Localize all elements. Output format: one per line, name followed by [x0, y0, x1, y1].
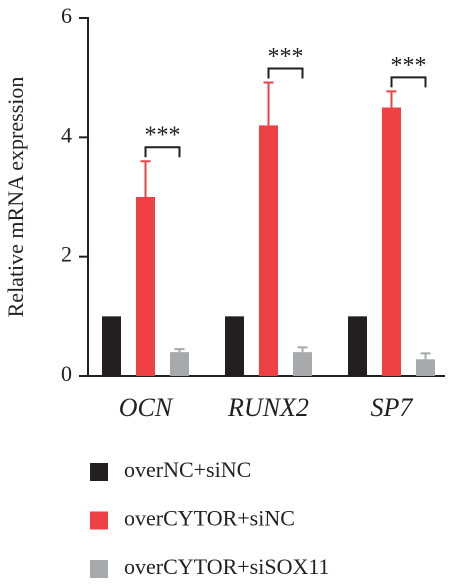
bar — [382, 107, 401, 376]
legend-swatch — [90, 463, 108, 481]
error-bar — [297, 346, 308, 353]
bar — [259, 125, 278, 377]
bar — [102, 316, 121, 376]
significance-label: *** — [391, 53, 427, 79]
error-bar — [386, 90, 397, 108]
significance-bracket — [144, 146, 181, 158]
bar — [293, 352, 312, 376]
error-bar — [174, 348, 185, 353]
error-bar — [420, 352, 431, 360]
significance-bracket — [390, 76, 427, 88]
bar — [225, 316, 244, 376]
error-bar — [263, 81, 274, 126]
bar — [416, 359, 435, 376]
significance-label: *** — [145, 123, 181, 149]
bar — [348, 316, 367, 376]
y-tick-label: 2 — [61, 242, 72, 267]
legend-swatch — [90, 560, 108, 578]
x-tick-label: RUNX2 — [227, 393, 309, 422]
y-axis-label: Relative mRNA expression — [3, 77, 28, 318]
bar — [136, 197, 155, 376]
significance-bracket — [267, 67, 304, 79]
legend-swatch — [90, 511, 108, 530]
error-bar — [140, 160, 151, 197]
legend-label: overNC+siNC — [124, 457, 251, 482]
legend-label: overCYTOR+siNC — [124, 506, 295, 531]
significance-label: *** — [268, 44, 304, 70]
legend-label: overCYTOR+siSOX11 — [124, 554, 330, 579]
y-tick-label: 4 — [61, 122, 72, 147]
y-tick-label: 0 — [61, 361, 72, 386]
x-tick-label: OCN — [119, 393, 174, 422]
x-tick-label: SP7 — [371, 393, 414, 422]
bar — [170, 352, 189, 376]
y-tick-label: 6 — [61, 3, 72, 28]
